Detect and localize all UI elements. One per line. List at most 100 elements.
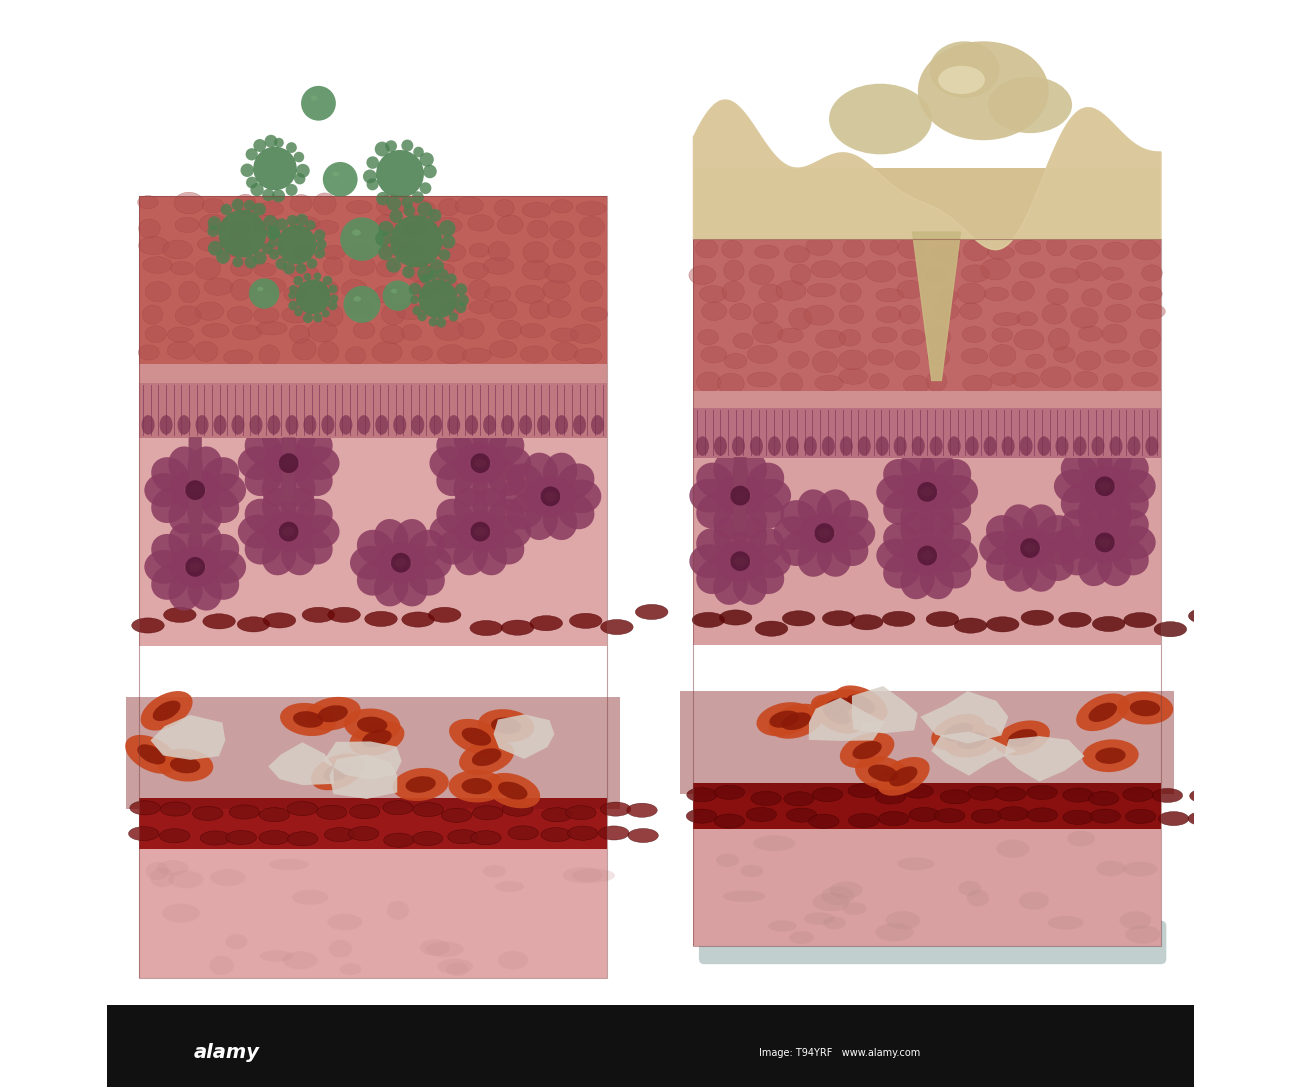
Ellipse shape [918, 560, 937, 577]
Ellipse shape [723, 282, 745, 302]
Ellipse shape [962, 348, 988, 364]
Ellipse shape [555, 484, 575, 501]
Ellipse shape [168, 572, 203, 611]
Ellipse shape [469, 621, 503, 636]
Ellipse shape [1041, 366, 1071, 387]
Ellipse shape [1043, 304, 1066, 324]
Ellipse shape [901, 512, 935, 551]
Ellipse shape [933, 489, 971, 525]
Ellipse shape [1092, 616, 1124, 632]
Ellipse shape [1110, 474, 1130, 491]
Bar [680, 691, 1174, 794]
Bar [693, 783, 1161, 829]
Ellipse shape [1076, 351, 1101, 370]
Ellipse shape [318, 341, 338, 362]
Point [595, 378, 611, 391]
Point [1043, 448, 1058, 461]
Ellipse shape [1097, 442, 1132, 482]
Ellipse shape [627, 803, 658, 817]
Circle shape [367, 157, 380, 168]
Ellipse shape [550, 221, 575, 238]
Circle shape [286, 142, 296, 153]
Ellipse shape [321, 415, 334, 435]
Point [858, 403, 874, 416]
Circle shape [268, 238, 278, 248]
Ellipse shape [1054, 470, 1093, 503]
Ellipse shape [822, 436, 835, 455]
Ellipse shape [348, 242, 373, 259]
Ellipse shape [902, 479, 922, 497]
Ellipse shape [935, 809, 965, 823]
Point [1049, 403, 1065, 416]
Point [966, 403, 982, 416]
Ellipse shape [482, 865, 506, 877]
Ellipse shape [160, 802, 191, 816]
Ellipse shape [601, 802, 630, 816]
Circle shape [437, 317, 446, 327]
Ellipse shape [985, 545, 1023, 580]
Point [797, 448, 812, 461]
Circle shape [417, 265, 434, 282]
Point [281, 378, 296, 391]
Ellipse shape [1119, 911, 1152, 929]
Point [495, 428, 511, 441]
Ellipse shape [269, 513, 290, 529]
Circle shape [411, 296, 419, 304]
Ellipse shape [572, 869, 615, 883]
Ellipse shape [940, 790, 971, 804]
Ellipse shape [1005, 536, 1026, 552]
Ellipse shape [1004, 504, 1037, 544]
Point [751, 403, 767, 416]
Ellipse shape [393, 567, 428, 607]
Point [289, 378, 304, 391]
Ellipse shape [1097, 491, 1132, 530]
Ellipse shape [1070, 246, 1097, 260]
Ellipse shape [989, 345, 1017, 366]
Point [227, 428, 243, 441]
Point [980, 403, 996, 416]
Ellipse shape [177, 569, 196, 586]
Ellipse shape [550, 498, 569, 515]
Ellipse shape [733, 333, 753, 349]
Ellipse shape [932, 487, 952, 504]
Circle shape [244, 200, 255, 211]
Ellipse shape [144, 550, 183, 584]
Ellipse shape [547, 300, 571, 317]
Circle shape [322, 162, 358, 197]
Ellipse shape [840, 305, 863, 323]
Ellipse shape [491, 717, 521, 734]
Ellipse shape [918, 471, 937, 488]
Ellipse shape [454, 420, 488, 459]
Ellipse shape [377, 195, 406, 216]
Ellipse shape [146, 862, 169, 880]
Ellipse shape [1139, 287, 1162, 301]
Ellipse shape [473, 467, 507, 507]
Ellipse shape [311, 753, 365, 790]
Ellipse shape [261, 536, 296, 575]
Point [972, 448, 988, 461]
Ellipse shape [498, 215, 523, 234]
FancyBboxPatch shape [699, 921, 1166, 964]
Ellipse shape [354, 296, 361, 301]
Point [173, 378, 188, 391]
Point [889, 448, 905, 461]
Ellipse shape [425, 941, 464, 958]
Ellipse shape [932, 544, 952, 560]
Ellipse shape [1020, 527, 1040, 544]
Ellipse shape [1105, 350, 1130, 363]
Ellipse shape [1132, 240, 1160, 260]
Point [387, 378, 403, 391]
Ellipse shape [532, 498, 551, 515]
Point [151, 428, 166, 441]
Point [503, 428, 519, 441]
Ellipse shape [537, 415, 550, 435]
Point [588, 428, 603, 441]
Ellipse shape [885, 911, 920, 929]
Point [572, 378, 588, 391]
Ellipse shape [209, 955, 234, 975]
Ellipse shape [346, 200, 372, 214]
Ellipse shape [211, 869, 246, 886]
Point [426, 378, 442, 391]
Ellipse shape [932, 302, 959, 320]
Ellipse shape [393, 767, 448, 801]
